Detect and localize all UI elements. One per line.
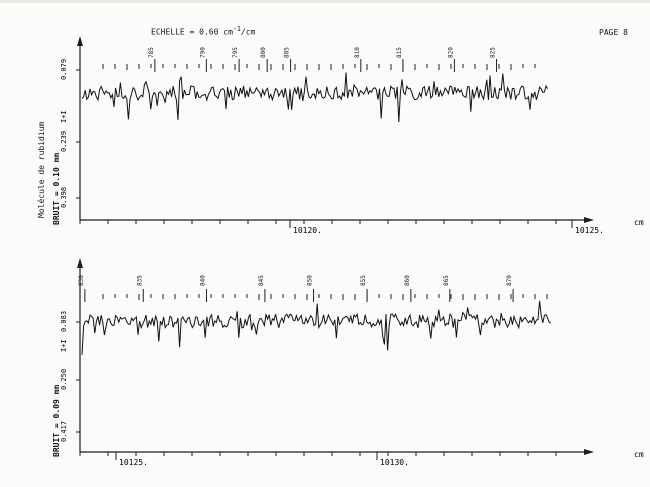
y-tick-label: 0.250 <box>60 369 68 390</box>
line-label: 850 <box>307 275 314 286</box>
line-label: 795 <box>232 47 239 58</box>
x-axis-arrow <box>584 449 594 455</box>
line-label: 820 <box>447 47 454 58</box>
page-label: PAGE 8 <box>599 28 628 37</box>
x-axis-label: cm <box>634 218 644 227</box>
y-tick-label: 0.417 <box>60 421 68 442</box>
line-label: 845 <box>258 275 265 286</box>
y-tick-label: 0.239 <box>60 131 68 152</box>
line-label: 835 <box>136 275 143 286</box>
y-tick-label: 0.083 <box>60 311 68 332</box>
x-axis-label: cm <box>634 450 644 459</box>
line-label: 870 <box>506 275 513 286</box>
scale-unit: /cm <box>240 27 256 37</box>
scale-label: ECHELLE = 0.60 cm-1/cm <box>151 25 255 37</box>
line-label: 860 <box>404 275 411 286</box>
x-tick-label: 10130. <box>380 458 409 467</box>
line-label: 810 <box>354 47 361 58</box>
line-label: 785 <box>148 47 155 58</box>
line-label: 865 <box>443 275 450 286</box>
y-axis-arrow <box>77 258 83 268</box>
intensity-marker: I+I <box>60 110 68 123</box>
line-label: 805 <box>284 47 291 58</box>
x-tick-label: 10125. <box>575 226 604 235</box>
line-label: 815 <box>396 47 403 58</box>
spectrum-trace <box>81 72 549 123</box>
x-axis-arrow <box>584 217 594 223</box>
x-tick-label: 10125. <box>119 458 148 467</box>
scale-value: ECHELLE = 0.60 cm <box>151 27 233 37</box>
line-label: 800 <box>260 47 267 58</box>
spectrum-trace <box>81 300 552 355</box>
line-label: 840 <box>200 275 207 286</box>
line-label: 830 <box>78 275 85 286</box>
scale-superscript: -1 <box>232 25 241 33</box>
x-tick-label: 10120. <box>293 226 322 235</box>
intensity-marker: I+I <box>60 339 68 352</box>
y-tick-label: 0.079 <box>60 59 68 80</box>
y-axis-arrow <box>77 36 83 46</box>
line-label: 825 <box>490 47 497 58</box>
y-tick-label: 0.398 <box>60 187 68 208</box>
line-label: 855 <box>360 275 367 286</box>
line-label: 790 <box>199 47 206 58</box>
